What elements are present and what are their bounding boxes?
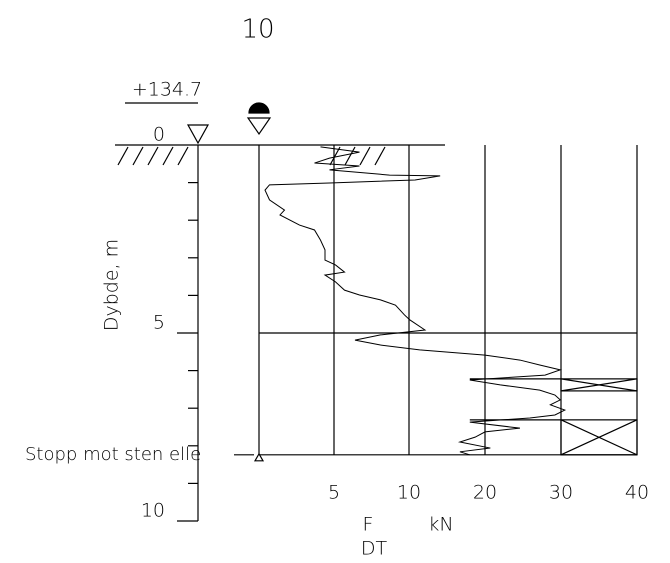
page-number: 10 [241,15,274,45]
ground-marker [186,124,210,145]
y-tick-label: 0 [153,124,165,146]
x-tick-label: 40 [625,482,649,504]
x-label-unit: kN [428,514,453,536]
x-tick-label: 20 [473,482,497,504]
x-tick-label: 10 [397,482,421,504]
rotation-cross [560,419,638,456]
x-label-main: F [363,514,374,536]
y-axis-label: Dybde, m [101,239,123,331]
y-tick-label: 5 [153,312,165,334]
x-tick-label: 30 [549,482,573,504]
x-label-sub: DT [361,538,388,560]
water-triangle [246,117,272,136]
force-curve [264,146,567,456]
water-symbol [248,102,270,114]
stop-label: Stopp mot sten elle [25,444,201,465]
rotation-cross [560,378,638,392]
ground-hatch [117,146,386,166]
rotation-box [560,419,638,456]
elevation-label: +134.7 [132,79,202,101]
y-tick-label: 10 [141,500,165,522]
stop-marker [253,452,265,462]
rotation-box [560,378,638,392]
x-tick-label: 5 [328,482,340,504]
